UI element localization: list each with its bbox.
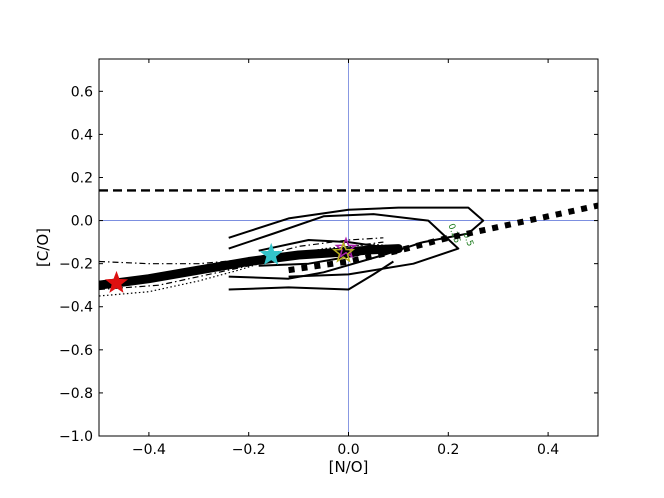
star-marker-1 xyxy=(259,242,283,265)
axis-ticks: −0.4 −0.2 0.0 0.2 0.4 −1.0 −0.8 −0.6 −0.4 −0.2 0.0… xyxy=(59,59,598,458)
x-axis-label: [N/O] xyxy=(329,458,369,476)
plot-area: 0.250.5 xyxy=(99,59,598,436)
y-tick-label-6: 0.2 xyxy=(71,170,93,186)
x-tick-label-4: 0.4 xyxy=(537,442,559,458)
star-marker-3 xyxy=(331,240,356,263)
y-tick-label-7: 0.4 xyxy=(71,127,93,143)
star-marker-2 xyxy=(334,236,358,259)
y-tick-label-1: −0.8 xyxy=(59,386,93,402)
y-tick-label-8: 0.6 xyxy=(71,84,93,100)
series-line-4 xyxy=(99,237,384,265)
y-tick-label-2: −0.6 xyxy=(59,343,93,359)
y-tick-label-3: −0.4 xyxy=(59,300,93,316)
x-tick-label-2: 0.0 xyxy=(337,442,359,458)
x-tick-label-1: −0.2 xyxy=(232,442,266,458)
y-tick-label-0: −1.0 xyxy=(59,429,93,445)
y-tick-label-5: 0.0 xyxy=(71,214,93,230)
contour-1 xyxy=(228,213,460,278)
x-tick-label-3: 0.2 xyxy=(437,442,459,458)
series-line-2 xyxy=(99,243,399,297)
y-axis-label: [C/O] xyxy=(34,228,52,267)
x-tick-label-0: −0.4 xyxy=(132,442,166,458)
series-line-1 xyxy=(288,202,598,274)
y-tick-label-4: −0.2 xyxy=(59,257,93,273)
series-line-3 xyxy=(99,241,384,291)
star-marker-0 xyxy=(104,270,129,293)
contour-0 xyxy=(228,206,485,280)
contour-3 xyxy=(228,260,394,291)
